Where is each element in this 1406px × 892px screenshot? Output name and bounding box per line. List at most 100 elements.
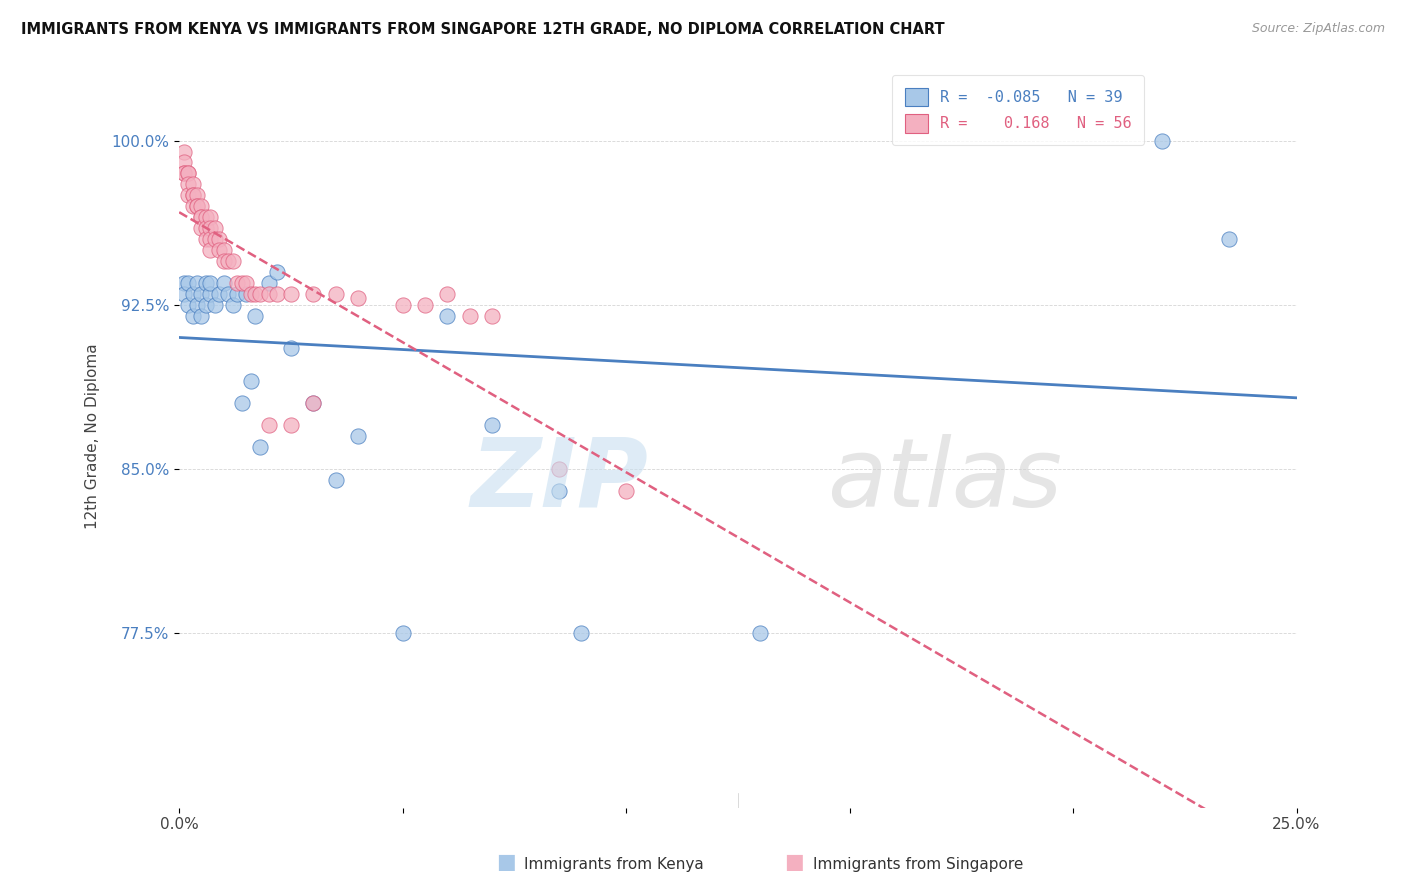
- Point: [231, 396, 253, 410]
- Legend: R =  -0.085   N = 39, R =    0.168   N = 56: R = -0.085 N = 39, R = 0.168 N = 56: [893, 76, 1143, 145]
- Point: [347, 291, 370, 305]
- Point: [190, 199, 212, 213]
- Point: [190, 210, 212, 224]
- Point: [204, 298, 226, 312]
- Point: [186, 199, 208, 213]
- Point: [458, 309, 481, 323]
- Point: [177, 166, 200, 180]
- Point: [266, 286, 288, 301]
- Point: [181, 199, 204, 213]
- Point: [436, 309, 458, 323]
- Point: [190, 309, 212, 323]
- Point: [186, 298, 208, 312]
- Point: [217, 253, 239, 268]
- Text: ZIP: ZIP: [471, 434, 648, 527]
- Point: [190, 286, 212, 301]
- Point: [257, 276, 280, 290]
- Point: [208, 286, 231, 301]
- Point: [302, 396, 325, 410]
- Point: [481, 309, 503, 323]
- Point: [749, 625, 772, 640]
- Point: [1218, 232, 1240, 246]
- Point: [194, 232, 217, 246]
- Point: [200, 243, 222, 257]
- Point: [325, 473, 347, 487]
- Point: [222, 298, 245, 312]
- Point: [231, 276, 253, 290]
- Point: [243, 309, 266, 323]
- Point: [481, 417, 503, 432]
- Text: Immigrants from Singapore: Immigrants from Singapore: [813, 857, 1024, 872]
- Text: Source: ZipAtlas.com: Source: ZipAtlas.com: [1251, 22, 1385, 36]
- Point: [181, 188, 204, 202]
- Point: [280, 286, 302, 301]
- Point: [200, 221, 222, 235]
- Point: [1152, 134, 1174, 148]
- Point: [177, 276, 200, 290]
- Point: [200, 286, 222, 301]
- Point: [181, 188, 204, 202]
- Point: [548, 483, 571, 498]
- Point: [181, 178, 204, 192]
- Point: [266, 265, 288, 279]
- Point: [208, 232, 231, 246]
- Point: [280, 417, 302, 432]
- Point: [302, 286, 325, 301]
- Point: [177, 166, 200, 180]
- Point: [173, 166, 195, 180]
- Point: [212, 276, 235, 290]
- Point: [181, 309, 204, 323]
- Point: [186, 276, 208, 290]
- Point: [186, 199, 208, 213]
- Point: [235, 276, 257, 290]
- Point: [208, 243, 231, 257]
- Point: [204, 221, 226, 235]
- Point: [235, 286, 257, 301]
- Text: IMMIGRANTS FROM KENYA VS IMMIGRANTS FROM SINGAPORE 12TH GRADE, NO DIPLOMA CORREL: IMMIGRANTS FROM KENYA VS IMMIGRANTS FROM…: [21, 22, 945, 37]
- Point: [181, 286, 204, 301]
- Point: [226, 286, 249, 301]
- Point: [391, 298, 413, 312]
- Point: [548, 461, 571, 475]
- Point: [194, 210, 217, 224]
- Point: [200, 276, 222, 290]
- Point: [177, 298, 200, 312]
- Point: [614, 483, 637, 498]
- Point: [239, 286, 262, 301]
- Point: [302, 396, 325, 410]
- Text: ■: ■: [496, 853, 516, 872]
- Point: [173, 166, 195, 180]
- Point: [226, 276, 249, 290]
- Point: [222, 253, 245, 268]
- Point: [391, 625, 413, 640]
- Point: [173, 145, 195, 159]
- Point: [190, 210, 212, 224]
- Y-axis label: 12th Grade, No Diploma: 12th Grade, No Diploma: [86, 343, 100, 529]
- Point: [212, 243, 235, 257]
- Point: [200, 232, 222, 246]
- Point: [194, 298, 217, 312]
- Point: [571, 625, 593, 640]
- Point: [194, 221, 217, 235]
- Point: [173, 286, 195, 301]
- Point: [177, 178, 200, 192]
- Point: [325, 286, 347, 301]
- Point: [257, 286, 280, 301]
- Text: ■: ■: [785, 853, 804, 872]
- Point: [217, 286, 239, 301]
- Point: [347, 429, 370, 443]
- Point: [186, 188, 208, 202]
- Text: atlas: atlas: [827, 434, 1062, 527]
- Text: Immigrants from Kenya: Immigrants from Kenya: [524, 857, 704, 872]
- Point: [243, 286, 266, 301]
- Point: [190, 221, 212, 235]
- Point: [173, 155, 195, 169]
- Point: [212, 253, 235, 268]
- Point: [200, 210, 222, 224]
- Point: [413, 298, 436, 312]
- Point: [249, 440, 271, 454]
- Point: [257, 417, 280, 432]
- Point: [204, 232, 226, 246]
- Point: [194, 276, 217, 290]
- Point: [436, 286, 458, 301]
